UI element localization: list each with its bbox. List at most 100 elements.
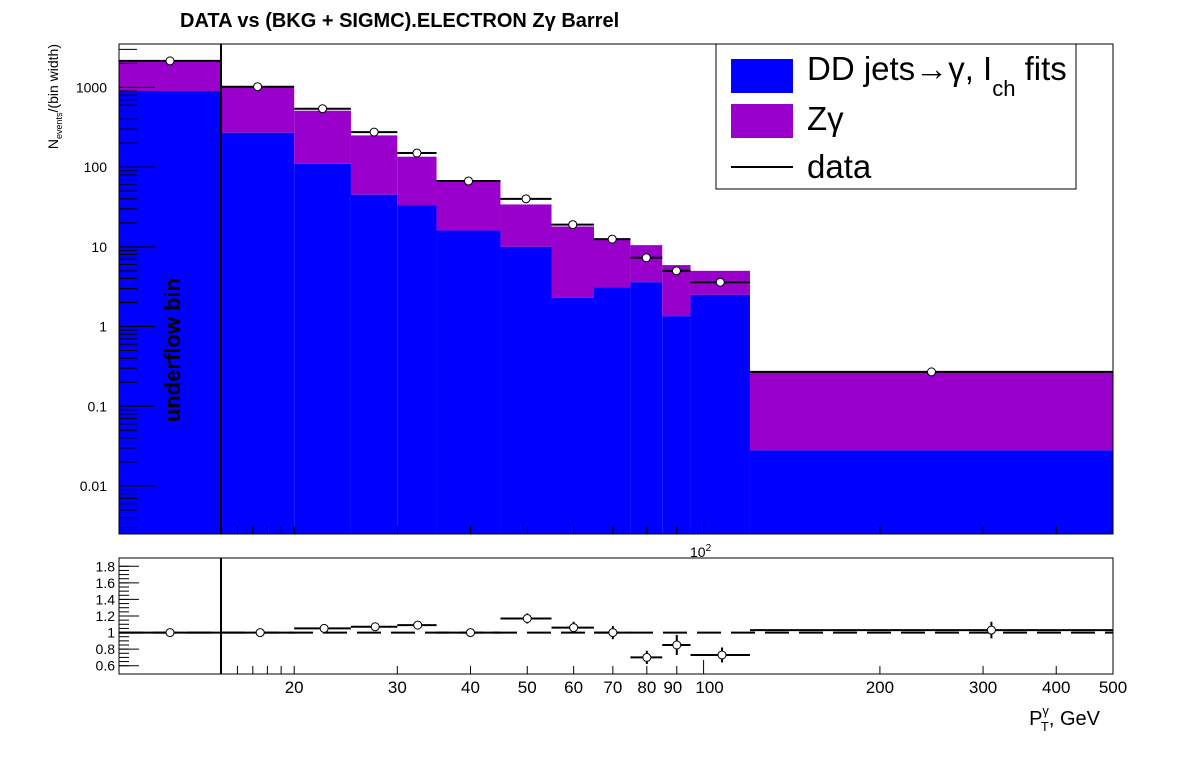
y-tick-label-0: 0.01 <box>80 478 107 494</box>
x-tick-label-11: 400 <box>1042 678 1070 697</box>
y-tick-label-2: 1 <box>99 319 107 335</box>
ratio-y-tick-label-2: 1 <box>107 625 115 641</box>
y-tick-label-3: 10 <box>91 239 107 255</box>
ratio-point-9 <box>642 652 652 662</box>
bar-ddjets-1 <box>221 132 295 535</box>
ratio-point-5 <box>466 628 476 638</box>
y-tick-label-5: 1000 <box>76 79 107 95</box>
bar-zgamma-4 <box>397 156 437 206</box>
bar-ddjets-6 <box>500 246 552 534</box>
ratio-y-tick-label-5: 1.6 <box>96 575 116 591</box>
bar-zgamma-9 <box>630 245 663 283</box>
bar-ddjets-7 <box>551 297 595 534</box>
x-tick-label-7: 90 <box>663 678 682 697</box>
legend-bkg-part1: DD jets <box>807 50 915 87</box>
y-tick-label-4: 100 <box>84 159 108 175</box>
data-point-1 <box>253 82 263 92</box>
x-tick-label-0: 20 <box>285 678 304 697</box>
bar-zgamma-0 <box>119 60 221 92</box>
legend-bkg-part2: γ, I <box>948 50 992 87</box>
x-tick-label-1: 30 <box>388 678 407 697</box>
ratio-y-tick-label-1: 0.8 <box>96 641 116 657</box>
x-axis-label-sup: γ <box>1042 703 1049 718</box>
bar-ddjets-0 <box>119 91 221 534</box>
ratio-y-tick-label-0: 0.6 <box>96 658 116 674</box>
legend: DD jets→γ, Ich fits Zγ data <box>715 43 1077 190</box>
legend-label-data: data <box>807 148 872 185</box>
data-point-5 <box>464 176 474 186</box>
ratio-point-10 <box>672 640 682 650</box>
y-axis-label-main: N <box>45 139 61 149</box>
ratio-point-12 <box>986 625 996 635</box>
data-point-0 <box>165 56 175 66</box>
ratio-point-1 <box>255 628 265 638</box>
bar-ddjets-9 <box>630 282 663 534</box>
x-exponent-power: 2 <box>706 543 712 554</box>
data-point-9 <box>641 253 651 263</box>
ratio-y-tick-label-3: 1.2 <box>96 608 116 624</box>
bar-ddjets-12 <box>749 450 1113 534</box>
bar-zgamma-12 <box>749 371 1113 451</box>
y-tick-label-1: 0.1 <box>88 398 108 414</box>
data-point-3 <box>369 127 379 137</box>
x-exponent-base: 10 <box>690 544 706 560</box>
legend-bkg-arrow: → <box>915 50 948 87</box>
data-point-8 <box>607 234 617 244</box>
ratio-point-7 <box>569 623 579 633</box>
bar-zgamma-1 <box>221 87 295 133</box>
x-tick-label-4: 60 <box>564 678 583 697</box>
x-axis-label-tail: , GeV <box>1049 708 1101 730</box>
bar-zgamma-7 <box>551 226 595 298</box>
y-axis-label: Nevents/(bin width) <box>45 44 64 149</box>
underflow-label: underflow bin <box>160 278 185 422</box>
bar-ddjets-4 <box>397 205 437 534</box>
data-point-4 <box>412 148 422 158</box>
x-tick-label-3: 50 <box>518 678 537 697</box>
legend-bkg-subscript: ch <box>992 76 1015 101</box>
x-tick-label-10: 300 <box>969 678 997 697</box>
ratio-y-tick-label-4: 1.4 <box>96 591 116 607</box>
y-axis-label-tail: /(bin width) <box>45 44 61 112</box>
ratio-point-3 <box>370 622 380 632</box>
bar-ddjets-8 <box>594 287 631 534</box>
chart-title: DATA vs (BKG + SIGMC).ELECTRON Zγ Barrel <box>180 10 619 32</box>
x-tick-label-8: 100 <box>695 678 723 697</box>
x-tick-label-12: 500 <box>1099 678 1127 697</box>
legend-label-bkg: DD jets→γ, Ich fits <box>807 50 1067 101</box>
bar-zgamma-2 <box>294 110 351 164</box>
bar-ddjets-5 <box>436 230 501 534</box>
data-point-7 <box>568 220 578 230</box>
ratio-point-6 <box>522 613 532 623</box>
data-point-2 <box>318 104 328 114</box>
x-axis-label-sub: T <box>1041 719 1049 734</box>
x-exponent-label: 102 <box>690 543 712 560</box>
data-point-6 <box>521 194 531 204</box>
legend-label-sig: Zγ <box>807 100 844 137</box>
ratio-plot-area: 0.60.811.21.41.61.8 20 30 40 50 60 70 80 90 100 2… <box>96 557 1127 734</box>
y-axis-label-sub: events <box>54 112 64 139</box>
bar-ddjets-11 <box>690 294 750 534</box>
bar-ddjets-10 <box>662 316 691 534</box>
data-point-10 <box>671 266 681 276</box>
legend-swatch-sig <box>731 104 793 138</box>
ratio-point-8 <box>608 628 618 638</box>
ratio-point-11 <box>717 650 727 660</box>
x-tick-label-5: 70 <box>603 678 622 697</box>
legend-swatch-bkg <box>731 59 793 93</box>
legend-bkg-part3: fits <box>1015 50 1066 87</box>
bar-zgamma-8 <box>594 239 631 288</box>
data-point-12 <box>926 367 936 377</box>
ratio-point-4 <box>413 620 423 630</box>
bar-ddjets-3 <box>350 194 398 534</box>
bar-zgamma-5 <box>436 181 501 231</box>
x-tick-label-9: 200 <box>866 678 894 697</box>
ratio-y-tick-label-6: 1.8 <box>96 558 116 574</box>
ratio-point-0 <box>165 628 175 638</box>
x-tick-label-2: 40 <box>461 678 480 697</box>
data-point-11 <box>715 277 725 287</box>
bar-ddjets-2 <box>294 163 351 534</box>
x-tick-label-6: 80 <box>637 678 656 697</box>
bar-zgamma-6 <box>500 204 552 247</box>
